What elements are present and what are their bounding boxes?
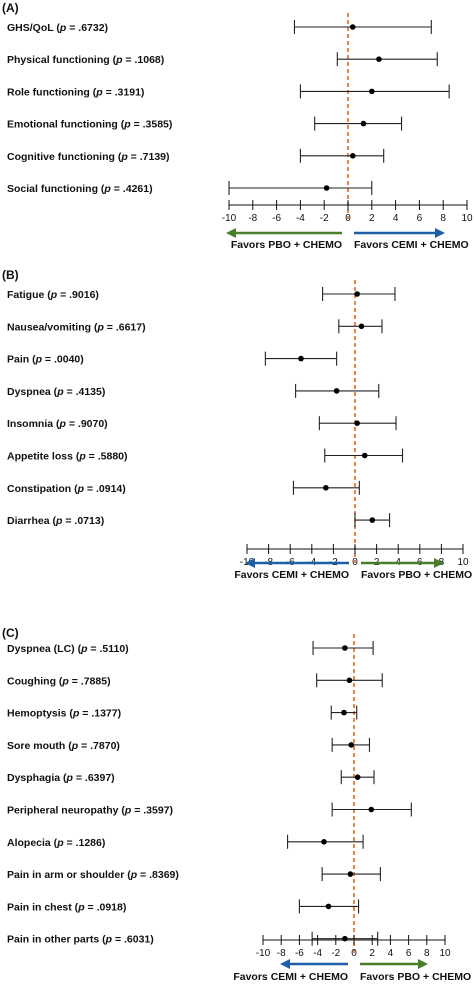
row-label: Pain (p = .0040) (7, 354, 84, 366)
point-estimate (376, 56, 382, 62)
point-estimate (323, 485, 329, 491)
x-tick-label: 10 (439, 948, 451, 959)
point-estimate (342, 645, 348, 651)
right-caption: Favors PBO + CHEMO (360, 971, 471, 983)
row-label: Pain in chest (p = .0918) (7, 901, 126, 913)
x-tick-label: 8 (424, 948, 430, 959)
point-estimate (346, 677, 353, 684)
row-label: Diarrhea (p = .0713) (7, 515, 104, 527)
row-label: Pain in arm or shoulder (p = .8369) (7, 869, 179, 881)
right-arrow-head (434, 558, 444, 568)
panel-label: (B) (2, 268, 19, 282)
point-estimate (369, 88, 375, 95)
x-tick-label: -2 (320, 213, 329, 224)
left-caption: Favors CEMI + CHEMO (234, 569, 349, 581)
row-label: Sore mouth (p = .7870) (7, 740, 120, 752)
x-tick-label: -2 (331, 948, 340, 959)
point-estimate (349, 153, 356, 159)
left-caption: Favors CEMI + CHEMO (233, 971, 348, 983)
panel-label: (A) (2, 1, 19, 15)
row-label: Pain in other parts (p = .6031) (7, 934, 154, 946)
row-label: Social functioning (p = .4261) (7, 183, 153, 195)
point-estimate (369, 517, 376, 523)
row-label: Fatigue (p = .9016) (7, 289, 99, 301)
x-tick-label: 0 (352, 557, 358, 568)
row-label: Cognitive functioning (p = .7139) (7, 151, 170, 163)
x-tick-label: 10 (457, 557, 469, 568)
x-tick-label: 4 (393, 213, 399, 224)
x-tick-label: 0 (345, 213, 351, 224)
x-tick-label: 2 (369, 213, 375, 224)
point-estimate (333, 388, 340, 394)
row-label: Dysphagia (p = .6397) (7, 772, 115, 784)
row-label: Nausea/vomiting (p = .6617) (7, 321, 146, 333)
point-estimate (354, 420, 360, 427)
left-arrow-head (226, 228, 236, 238)
x-tick-label: 4 (388, 948, 394, 959)
x-tick-label: -8 (248, 213, 257, 224)
left-arrow-head (280, 959, 290, 969)
x-tick-label: -6 (272, 213, 281, 224)
point-estimate (325, 903, 332, 910)
row-label: Insomnia (p = .9070) (7, 418, 108, 430)
right-arrow-head (435, 228, 445, 238)
row-label: Emotional functioning (p = .3585) (7, 119, 172, 131)
row-label: Constipation (p = .0914) (7, 483, 126, 495)
x-tick-label: -4 (296, 213, 305, 224)
right-caption: Favors PBO + CHEMO (361, 569, 472, 581)
row-label: Appetite loss (p = .5880) (7, 451, 128, 463)
row-label: GHS/QoL (p = .6732) (7, 22, 108, 34)
right-arrow-head (418, 959, 428, 969)
row-label: Coughing (p = .7885) (7, 675, 111, 687)
point-estimate (323, 185, 330, 191)
x-tick-label: 6 (417, 213, 423, 224)
x-tick-label: -8 (277, 948, 286, 959)
x-tick-label: -10 (222, 213, 237, 224)
point-estimate (321, 839, 327, 845)
right-caption: Favors CEMI + CHEMO (354, 239, 469, 251)
x-tick-label: -4 (313, 948, 322, 959)
row-label: Peripheral neuropathy (p = .3597) (7, 805, 173, 817)
point-estimate (342, 935, 348, 942)
row-label: Dyspnea (LC) (p = .5110) (7, 643, 129, 655)
point-estimate (368, 806, 375, 813)
point-estimate (347, 871, 354, 877)
x-tick-label: 6 (406, 948, 412, 959)
x-tick-label: 10 (461, 213, 473, 224)
x-tick-label: 8 (440, 213, 446, 224)
point-estimate (298, 355, 304, 362)
point-estimate (341, 709, 347, 716)
point-estimate (358, 323, 365, 330)
point-estimate (360, 120, 367, 127)
point-estimate (349, 24, 356, 30)
panel-label: (C) (2, 626, 19, 640)
left-arrow-head (245, 558, 255, 568)
x-tick-label: 0 (351, 948, 357, 959)
row-label: Dyspnea (p = .4135) (7, 386, 105, 398)
x-tick-label: -10 (256, 948, 271, 959)
row-label: Role functioning (p = .3191) (7, 86, 144, 98)
point-estimate (348, 742, 355, 748)
point-estimate (354, 774, 361, 780)
point-estimate (354, 291, 360, 297)
x-tick-label: 2 (369, 948, 375, 959)
row-label: Alopecia (p = .1286) (7, 837, 105, 849)
left-caption: Favors PBO + CHEMO (231, 239, 342, 251)
row-label: Physical functioning (p = .1068) (7, 54, 164, 66)
point-estimate (361, 452, 368, 459)
x-tick-label: -6 (295, 948, 304, 959)
row-label: Hemoptysis (p = .1377) (7, 708, 121, 720)
